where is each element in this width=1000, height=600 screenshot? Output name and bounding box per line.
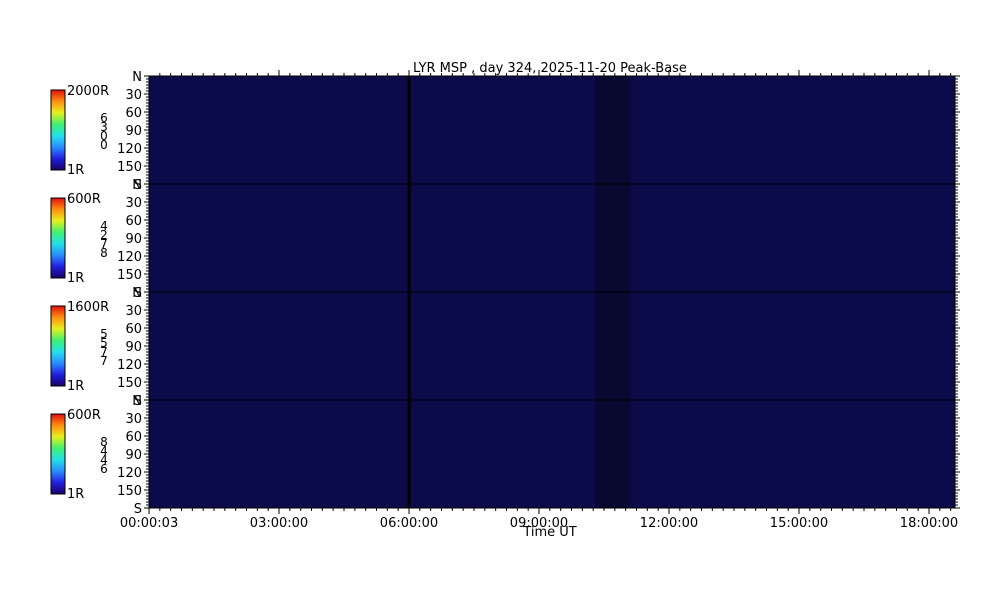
y-tick-label: 30 (125, 196, 142, 211)
y-tick-label: 60 (125, 214, 142, 229)
data-gap (595, 76, 630, 184)
data-gap (595, 184, 630, 292)
y-tick-label: 30 (125, 304, 142, 319)
x-tick-label: 12:00:00 (640, 516, 698, 531)
y-tick-label: 60 (125, 322, 142, 337)
y-tick-label: 150 (117, 160, 142, 175)
y-tick-label: 90 (125, 124, 142, 139)
colorbar-min-label: 1R (67, 271, 84, 286)
x-tick-label: 15:00:00 (770, 516, 828, 531)
y-tick-label: 60 (125, 106, 142, 121)
x-axis-label: Time UT (522, 525, 576, 540)
y-tick-label: 150 (117, 484, 142, 499)
colorbar-min-label: 1R (67, 379, 84, 394)
x-tick-label: 03:00:00 (250, 516, 308, 531)
y-tick-label: N (132, 394, 142, 409)
x-tick-label: 09:00:00 (510, 516, 568, 531)
data-gap (595, 292, 630, 400)
channel-digit: 6 (100, 111, 108, 125)
panels: N306090120150S2000R1R6300N306090120150S6… (50, 70, 960, 517)
heatmap-background (149, 76, 955, 184)
y-tick-label: 120 (117, 250, 142, 265)
y-tick-label: 60 (125, 430, 142, 445)
x-tick-label: 00:00:03 (120, 516, 178, 531)
heatmap-background (149, 184, 955, 292)
channel-digit: 4 (100, 444, 108, 458)
channel-digit: 8 (100, 246, 108, 260)
y-tick-label: 30 (125, 88, 142, 103)
x-tick-label: 06:00:00 (380, 516, 438, 531)
colorbar-max-label: 600R (67, 192, 101, 207)
y-tick-label: S (134, 394, 142, 409)
y-tick-label: 120 (117, 142, 142, 157)
y-tick-label: N (132, 286, 142, 301)
channel-digit: 3 (100, 120, 108, 134)
data-gap (595, 400, 630, 508)
y-tick-label: N (132, 178, 142, 193)
y-tick-label: 120 (117, 358, 142, 373)
y-tick-label: 90 (125, 448, 142, 463)
channel-digit: 5 (100, 336, 108, 350)
colorbar (50, 305, 66, 387)
colorbar (50, 89, 66, 171)
channel-digit: 7 (100, 237, 108, 251)
chart-title: LYR MSP , day 324, 2025-11-20 Peak-Base (413, 61, 687, 76)
colorbar-max-label: 1600R (67, 300, 109, 315)
y-tick-label: 150 (117, 268, 142, 283)
channel-digit: 6 (100, 462, 108, 476)
x-tick-label: 18:00:00 (900, 516, 958, 531)
y-tick-label: 90 (125, 340, 142, 355)
y-tick-label: S (134, 286, 142, 301)
heatmap-background (149, 400, 955, 508)
heatmap-background (149, 292, 955, 400)
channel-digit: 0 (100, 138, 108, 152)
channel-digit: 8 (100, 435, 108, 449)
y-tick-label: S (134, 502, 142, 517)
channel-digit: 5 (100, 327, 108, 341)
colorbar-min-label: 1R (67, 487, 84, 502)
y-tick-label: 150 (117, 376, 142, 391)
y-tick-label: 120 (117, 466, 142, 481)
channel-digit: 4 (100, 453, 108, 467)
channel-digit: 7 (100, 345, 108, 359)
colorbar (50, 413, 66, 495)
colorbar-max-label: 2000R (67, 84, 109, 99)
y-tick-label: 90 (125, 232, 142, 247)
y-tick-label: S (134, 178, 142, 193)
channel-digit: 0 (100, 129, 108, 143)
colorbar (50, 197, 66, 279)
channel-digit: 4 (100, 219, 108, 233)
y-tick-label: 30 (125, 412, 142, 427)
colorbar-max-label: 600R (67, 408, 101, 423)
x-axis: 00:00:03 03:00:00 06:00:00 09:00:00 12:00:00… (120, 70, 958, 531)
channel-digit: 7 (100, 354, 108, 368)
y-tick-label: N (132, 70, 142, 85)
channel-digit: 2 (100, 228, 108, 242)
colorbar-min-label: 1R (67, 163, 84, 178)
